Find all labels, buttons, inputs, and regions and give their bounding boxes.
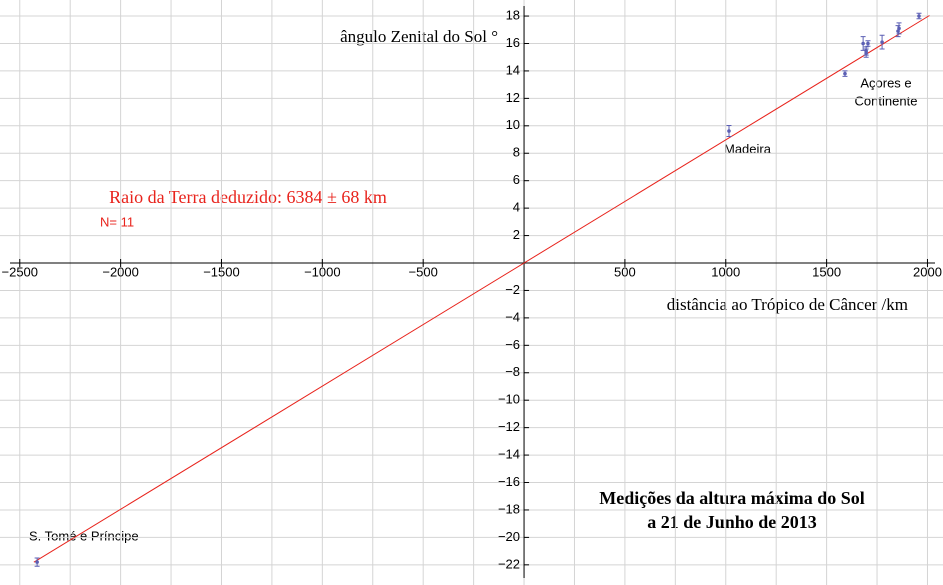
y-tick-label: 2 xyxy=(513,227,520,242)
error-cap xyxy=(726,125,732,138)
x-tick-label: 500 xyxy=(614,264,636,279)
radius-annotation: Raio da Terra deduzido: 6384 ± 68 km xyxy=(109,187,387,207)
point xyxy=(727,129,731,133)
y-tick-label: −6 xyxy=(505,337,520,352)
error-cap xyxy=(895,25,901,38)
y-tick-label: −10 xyxy=(498,392,520,407)
point xyxy=(866,41,870,46)
x-tick-label: −2000 xyxy=(102,264,139,279)
y-tick-label: −16 xyxy=(498,474,520,489)
azores-label: Continente xyxy=(855,93,918,108)
stome-label: S. Tomé e Príncipe xyxy=(29,528,139,543)
y-tick-label: −4 xyxy=(505,309,520,324)
n-annotation: N= 11 xyxy=(100,214,134,229)
x-tick-label: −1500 xyxy=(203,264,240,279)
azores-label: Açores e xyxy=(860,75,911,90)
x-tick-label: −500 xyxy=(409,264,438,279)
y-tick-label: −8 xyxy=(505,364,520,379)
madeira-label: Madeira xyxy=(724,141,772,156)
y-tick-label: −2 xyxy=(505,282,520,297)
x-tick-label: 1500 xyxy=(812,264,841,279)
y-tick-label: −12 xyxy=(498,419,520,434)
y-tick-label: −22 xyxy=(498,556,520,571)
y-tick-label: 6 xyxy=(513,172,520,187)
y-tick-label: 14 xyxy=(506,62,520,77)
y-tick-label: −18 xyxy=(498,501,520,516)
x-axis-label: distância ao Trópico de Câncer /km xyxy=(667,295,908,314)
x-tick-label: −2500 xyxy=(2,264,39,279)
point xyxy=(843,71,847,76)
point xyxy=(864,51,868,55)
point xyxy=(897,26,901,31)
y-tick-label: 8 xyxy=(513,145,520,160)
point xyxy=(880,40,884,44)
error-cap xyxy=(879,34,885,50)
chart-title: a 21 de Junho de 2013 xyxy=(647,512,817,532)
y-tick-label: 16 xyxy=(506,35,520,50)
chart-title: Medições da altura máxima do Sol xyxy=(599,488,865,508)
y-tick-label: −14 xyxy=(498,447,520,462)
y-tick-label: 18 xyxy=(506,7,520,22)
point xyxy=(861,41,865,46)
error-cap xyxy=(34,557,40,567)
y-tick-label: 4 xyxy=(513,200,520,215)
fit-line xyxy=(33,15,930,563)
error-cap xyxy=(896,22,902,35)
point xyxy=(35,560,39,564)
error-cap xyxy=(842,70,848,77)
y-tick-label: −20 xyxy=(498,529,520,544)
x-tick-label: 2000 xyxy=(913,264,942,279)
error-cap xyxy=(916,12,922,20)
x-tick-label: −1000 xyxy=(304,264,341,279)
y-axis-label: ângulo Zenital do Sol ° xyxy=(340,27,498,46)
point xyxy=(917,14,921,18)
error-cap xyxy=(863,48,869,58)
y-tick-label: 10 xyxy=(506,117,520,132)
x-tick-label: 1000 xyxy=(711,264,740,279)
y-tick-label: 12 xyxy=(506,90,520,105)
error-cap xyxy=(865,40,871,47)
